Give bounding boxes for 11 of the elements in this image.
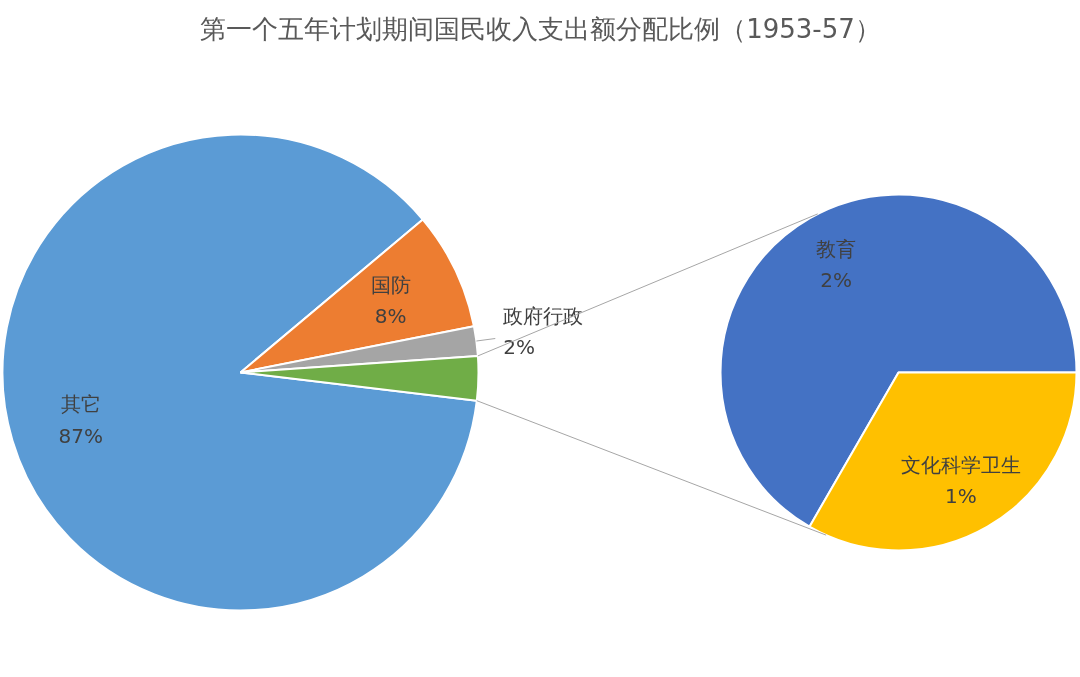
slice-label: 文化科学卫生 xyxy=(900,452,1021,477)
data-label: 2% xyxy=(503,335,536,360)
data-label: 1% xyxy=(944,484,977,509)
slice-label: 教育 xyxy=(816,236,857,261)
slice-label: 政府行政 xyxy=(503,303,584,328)
slice-label: 其它 xyxy=(60,392,101,417)
data-label: 2% xyxy=(820,268,853,293)
slice-label: 国防 xyxy=(370,272,411,297)
data-label: 8% xyxy=(374,304,407,329)
chart-title: 第一个五年计划期间国民收入支出额分配比例（1953-57） xyxy=(200,13,881,44)
data-label: 87% xyxy=(58,423,104,448)
